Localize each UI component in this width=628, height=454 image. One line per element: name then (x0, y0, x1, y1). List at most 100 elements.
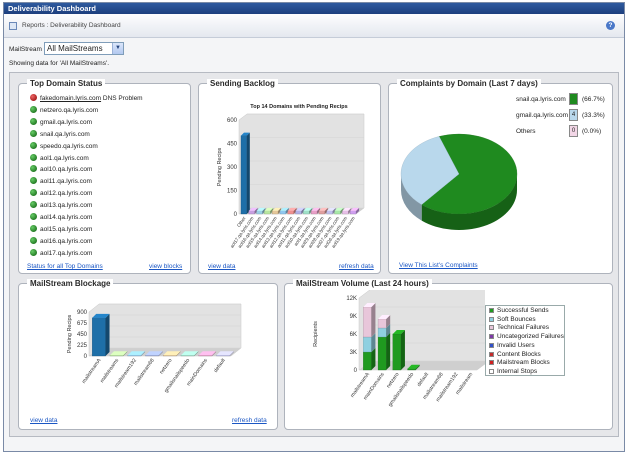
domain-name: aol17.qa.lyris.com (40, 249, 93, 257)
status-error-icon (30, 94, 37, 101)
status-ok-icon (30, 177, 37, 185)
domain-item: aol15.qa.lyris.com (30, 224, 93, 236)
top-domain-title: Top Domain Status (27, 79, 106, 88)
bar-side (415, 364, 420, 370)
bar (318, 210, 325, 215)
bar (303, 210, 310, 215)
bar (377, 318, 387, 329)
chart-title: Top 14 Domains with Pending Recips (250, 104, 347, 110)
status-ok-icon (30, 248, 37, 256)
bar (256, 210, 263, 215)
backlog-chart: Top 14 Domains with Pending Recips 600 450… (217, 104, 365, 249)
domain-name: gmail.qa.lyris.com (40, 118, 93, 126)
domain-item: aol10.qa.lyris.com (30, 165, 92, 176)
bar-side (262, 207, 266, 214)
volume-panel: MailStream Volume (Last 24 hours) 12K 9K 6… (284, 279, 613, 430)
bar (295, 210, 302, 215)
domain-name: aol11.qa.lyris.com (40, 178, 92, 186)
bar (248, 210, 255, 215)
y-tick-label: 0 (84, 354, 88, 360)
bar-top (92, 313, 110, 318)
bar (109, 355, 124, 357)
status-ok-icon (30, 129, 37, 137)
bar (334, 210, 341, 215)
complaint-count-box (569, 93, 578, 105)
bar-top (127, 351, 146, 356)
view-blocks-link[interactable]: view blocks (149, 263, 183, 270)
bar-top (198, 351, 217, 356)
y-tick-label: 675 (77, 321, 88, 327)
domain-item: fakedomain.lyris.com DNS Problem (30, 94, 143, 105)
bar-top (378, 315, 391, 319)
bar-side (400, 330, 405, 370)
view-complaints-link[interactable]: View This List's Complaints (399, 262, 478, 269)
domain-name: aol14.qa.lyris.com (40, 214, 93, 221)
domain-item: aol14.qa.lyris.com (30, 213, 92, 224)
top-domain-panel: Top Domain Status fakedomain.lyris.com D… (18, 79, 191, 274)
y-tick-label: 0 (354, 368, 358, 374)
domain-item: aol16.qa.lyris.com (30, 236, 92, 248)
pie-slice (421, 133, 518, 215)
bar-side (348, 207, 352, 214)
y-axis-label: Pending Recips (67, 314, 73, 353)
status-ok-icon (30, 117, 37, 125)
status-ok-icon (30, 201, 37, 209)
status-ok-icon (30, 189, 37, 197)
status-ok-icon (30, 153, 37, 161)
mailstream-select[interactable]: All MailStreams ▼ (44, 42, 124, 55)
legend-label: Invalid Users (497, 341, 535, 349)
backlog-refresh-link[interactable]: refresh data (339, 263, 374, 270)
legend-item: Soft Bounces (489, 316, 536, 323)
bar-top (407, 364, 420, 369)
domain-name[interactable]: fakedomain.lyris.com (40, 95, 102, 102)
bar (264, 210, 271, 215)
bar-side (212, 351, 217, 356)
legend-label: Soft Bounces (497, 315, 536, 323)
domain-status: DNS Problem (101, 95, 143, 102)
domain-name: aol15.qa.lyris.com (40, 225, 93, 233)
bar-top (295, 207, 305, 211)
bar (342, 210, 349, 215)
bar-top (264, 207, 274, 211)
bar-side (229, 351, 234, 356)
bar-top (163, 351, 181, 356)
status-all-link[interactable]: Status for all Top Domains (27, 263, 103, 270)
mailstream-label: MailStream (9, 46, 42, 53)
window-title: Deliverability Dashboard (4, 3, 624, 14)
bar (407, 368, 416, 371)
y-tick-label: 12K (346, 296, 357, 302)
help-icon[interactable]: ? (606, 21, 615, 30)
bar-side (105, 313, 110, 356)
bar-side (309, 207, 313, 214)
bar-top (311, 207, 321, 211)
plot-floor (359, 361, 485, 370)
blockage-refresh-link[interactable]: refresh data (232, 417, 267, 424)
bar-side (246, 132, 250, 214)
bar-top (240, 132, 250, 136)
plot-wall (238, 113, 365, 215)
bar-side (141, 351, 146, 356)
bar (377, 336, 387, 371)
breadcrumb: Reports : Deliverability Dashboard (22, 22, 121, 29)
status-ok-icon (30, 213, 37, 220)
bar-side (317, 207, 321, 214)
chevron-down-icon[interactable]: ▼ (112, 43, 123, 54)
domain-item: netzero.qa.lyris.com (30, 105, 98, 117)
x-tick-label: Other (236, 215, 247, 228)
complaint-count-box: 4 (569, 109, 578, 121)
bar-side (285, 207, 289, 214)
bar-side (158, 351, 163, 356)
x-tick-label: netzero (159, 358, 174, 376)
backlog-view-link[interactable]: view data (208, 263, 236, 270)
bar (279, 210, 286, 215)
report-icon (9, 22, 17, 30)
bar-top (392, 330, 405, 334)
complaint-percent: (66.7%) (582, 96, 605, 103)
bar-side (356, 207, 360, 214)
legend-item: Invalid Users (489, 342, 535, 349)
showing-text: Showing data for 'All MailStreams'. (9, 60, 110, 67)
blockage-view-link[interactable]: view data (30, 417, 58, 424)
bar (163, 355, 177, 357)
domain-name: aol1.qa.lyris.com (40, 154, 89, 162)
